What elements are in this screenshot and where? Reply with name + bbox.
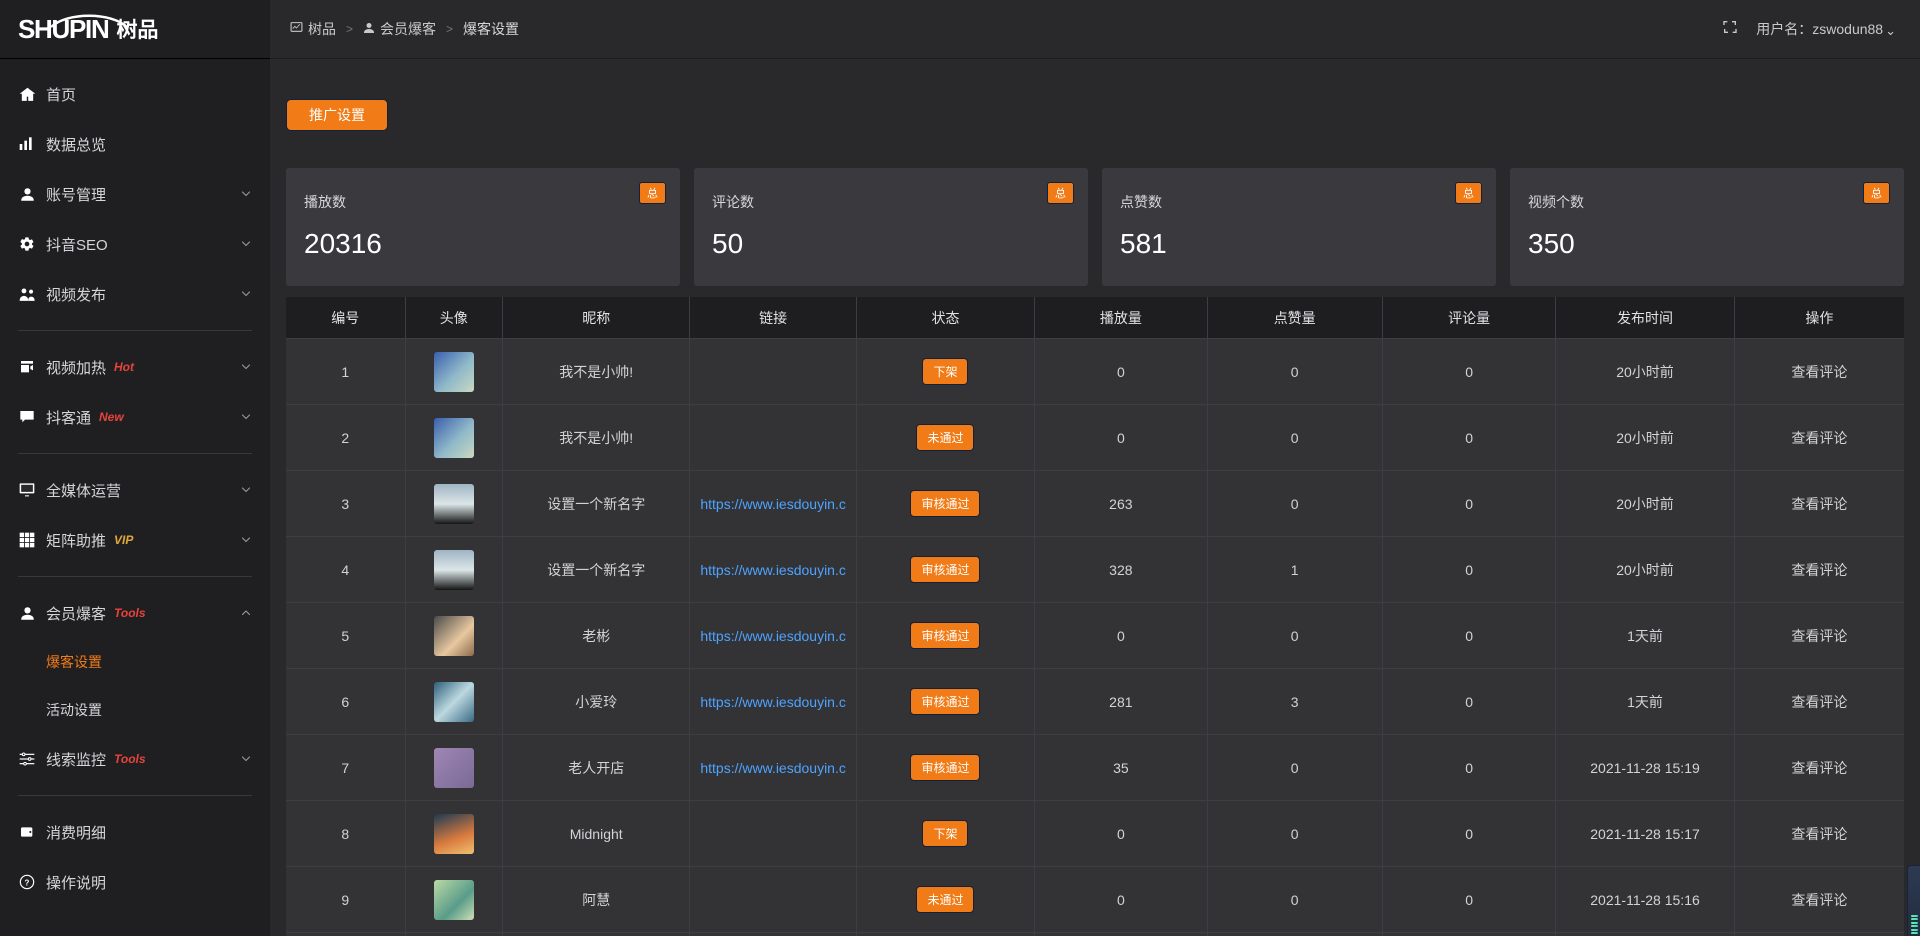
svg-text:?: ? — [25, 878, 30, 887]
